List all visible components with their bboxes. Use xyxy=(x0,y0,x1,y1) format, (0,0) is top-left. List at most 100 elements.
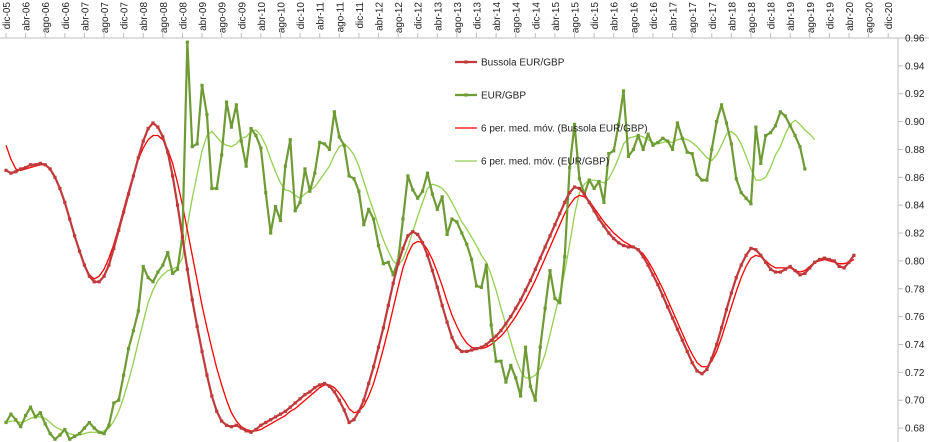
data-point xyxy=(768,267,773,271)
series-line xyxy=(5,121,855,434)
y-tick-label: 0.90 xyxy=(905,117,925,128)
data-point xyxy=(577,177,582,181)
data-point xyxy=(592,186,596,191)
data-point xyxy=(28,163,33,167)
data-point xyxy=(690,360,694,365)
data-point xyxy=(719,326,724,330)
data-point xyxy=(553,223,557,227)
data-point xyxy=(249,430,253,434)
x-tick-label: abr-19 xyxy=(786,2,797,31)
data-point xyxy=(53,175,57,179)
y-tick-label: 0.78 xyxy=(905,284,925,295)
data-point xyxy=(367,207,371,211)
data-point xyxy=(548,269,552,273)
data-point xyxy=(813,260,817,264)
y-tick-label: 0.92 xyxy=(905,89,925,100)
data-point xyxy=(783,114,787,118)
x-tick-label: abr-15 xyxy=(551,2,562,31)
data-point xyxy=(759,253,763,257)
y-tick-label: 0.70 xyxy=(905,396,925,407)
x-tick-label: abr-10 xyxy=(257,2,268,31)
data-point xyxy=(14,170,18,174)
y-tick-label: 0.72 xyxy=(905,368,925,379)
data-point xyxy=(92,280,96,284)
data-point xyxy=(102,432,106,436)
data-point xyxy=(705,367,709,372)
data-point xyxy=(465,242,469,246)
data-point xyxy=(376,345,381,349)
data-point xyxy=(73,434,77,439)
x-tick-label: dic-06 xyxy=(61,2,72,30)
data-point xyxy=(734,276,738,280)
data-point xyxy=(24,165,28,170)
data-point xyxy=(700,372,704,376)
data-point xyxy=(53,437,57,441)
data-point xyxy=(406,234,410,238)
data-point xyxy=(484,263,488,267)
data-point xyxy=(371,365,376,369)
data-point xyxy=(739,263,743,267)
x-tick-label: dic-13 xyxy=(473,2,484,30)
data-point xyxy=(87,420,91,425)
legend-marker xyxy=(464,93,468,97)
data-point xyxy=(371,217,376,221)
data-point xyxy=(470,348,474,352)
data-point xyxy=(19,167,23,171)
data-point xyxy=(68,437,72,441)
x-tick-label: dic-14 xyxy=(531,2,542,30)
data-point xyxy=(92,426,96,430)
data-point xyxy=(773,124,778,128)
data-point xyxy=(239,426,243,430)
data-point xyxy=(764,133,768,138)
data-point xyxy=(342,143,346,147)
data-point xyxy=(685,349,689,354)
legend-label: 6 per. med. móv. (EUR/GBP) xyxy=(481,157,609,168)
data-point xyxy=(484,342,488,347)
data-point xyxy=(151,121,155,125)
data-point xyxy=(318,383,322,387)
data-point xyxy=(636,248,640,252)
data-point xyxy=(117,398,121,402)
data-point xyxy=(43,163,47,167)
data-point xyxy=(171,271,175,276)
data-point xyxy=(558,301,562,305)
data-point xyxy=(754,125,758,129)
data-point xyxy=(582,192,586,196)
data-point xyxy=(58,433,62,437)
data-point xyxy=(293,209,297,213)
data-point xyxy=(97,280,101,284)
data-point xyxy=(695,172,699,177)
data-point xyxy=(514,306,518,310)
data-point xyxy=(259,146,263,150)
x-tick-label: abr-12 xyxy=(374,2,385,31)
data-point xyxy=(376,243,381,248)
data-point xyxy=(229,425,234,429)
data-point xyxy=(489,323,493,327)
data-point xyxy=(724,121,729,125)
data-point xyxy=(528,278,533,282)
data-point xyxy=(210,186,214,191)
x-tick-label: abr-06 xyxy=(22,2,33,31)
data-point xyxy=(122,373,126,377)
data-point xyxy=(817,257,822,262)
data-point xyxy=(48,167,52,171)
data-point xyxy=(440,303,444,308)
x-axis: dic-05 abr-06 ago-06 dic-06 abr-07 ago-07 dic-… xyxy=(0,2,929,39)
data-point xyxy=(43,422,47,426)
x-tick-label: dic-18 xyxy=(767,2,778,30)
data-point xyxy=(602,200,606,204)
data-point xyxy=(33,415,38,419)
data-point xyxy=(112,246,116,250)
y-axis: 0.68 0.70 0.72 0.74 0.76 0.78 0.80 0.82 0.84 0.86… xyxy=(897,34,925,442)
data-point xyxy=(749,246,753,250)
data-point xyxy=(342,408,346,412)
data-point xyxy=(528,384,533,388)
data-point xyxy=(685,150,689,154)
data-point xyxy=(744,253,748,257)
data-point xyxy=(646,263,650,267)
data-point xyxy=(509,363,513,367)
data-point xyxy=(273,415,278,419)
y-tick-label: 0.76 xyxy=(905,312,925,323)
y-tick-label: 0.94 xyxy=(905,61,925,72)
data-point xyxy=(411,230,415,234)
